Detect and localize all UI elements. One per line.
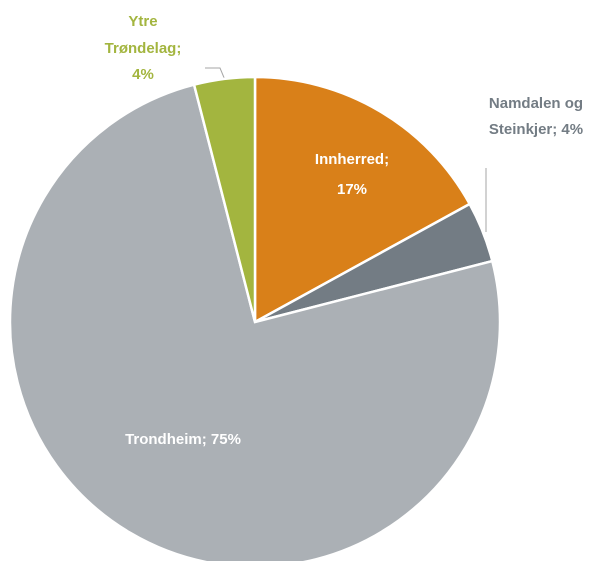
leader-line [205, 67, 226, 81]
pie-slice [8, 83, 502, 561]
pie-slice [253, 75, 472, 325]
data-label: Steinkjer; 4% [489, 121, 583, 138]
data-label: Trøndelag; [105, 40, 182, 57]
data-label: Ytre [128, 13, 157, 30]
data-label: Namdalen og [489, 95, 583, 112]
data-label: 4% [132, 66, 154, 83]
pie-slice [192, 75, 257, 323]
data-label: Innherred; [315, 151, 389, 168]
data-label: 17% [337, 181, 367, 198]
data-label: Trondheim; 75% [125, 431, 241, 448]
